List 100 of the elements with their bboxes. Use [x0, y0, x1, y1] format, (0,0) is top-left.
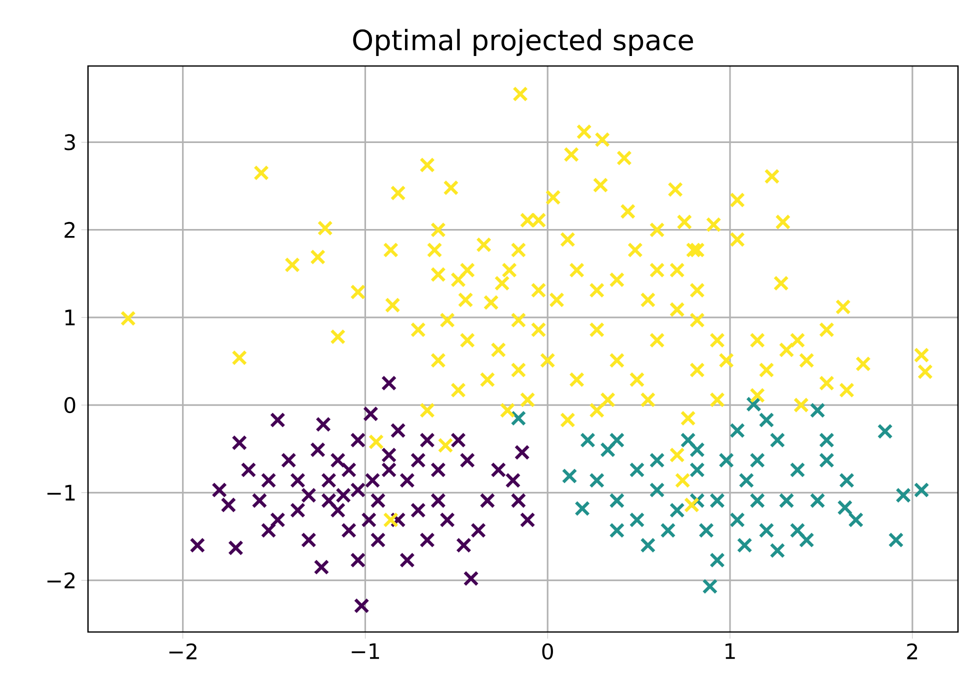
point — [669, 502, 685, 518]
point — [336, 488, 352, 504]
point — [609, 432, 625, 448]
point — [240, 462, 256, 478]
point — [362, 406, 378, 422]
point — [505, 472, 521, 488]
point — [896, 488, 912, 504]
point — [877, 424, 893, 440]
point — [778, 492, 794, 508]
point — [689, 462, 705, 478]
point — [463, 570, 479, 586]
point — [609, 522, 625, 538]
point — [730, 512, 746, 528]
point — [914, 482, 930, 498]
x-tick-label: 2 — [907, 643, 918, 660]
point — [770, 542, 786, 558]
point — [580, 432, 596, 448]
point — [710, 492, 725, 508]
point — [600, 442, 616, 458]
point — [790, 462, 806, 478]
point — [440, 512, 456, 528]
point — [252, 492, 268, 508]
point — [520, 512, 536, 528]
point — [430, 462, 446, 478]
point — [640, 538, 656, 553]
point — [680, 432, 696, 448]
point — [190, 538, 206, 553]
point — [420, 532, 435, 548]
y-tick-label: −1 — [47, 484, 75, 500]
point — [649, 482, 665, 498]
point — [490, 462, 506, 478]
point — [738, 472, 754, 488]
point — [430, 492, 446, 508]
point — [410, 502, 426, 518]
point — [818, 432, 834, 448]
point — [290, 472, 306, 488]
point — [574, 500, 590, 516]
point — [660, 522, 676, 538]
point — [649, 452, 665, 468]
point — [310, 442, 326, 458]
point — [456, 538, 472, 553]
point — [220, 497, 236, 513]
point — [290, 502, 306, 518]
point — [710, 552, 725, 568]
point — [750, 492, 766, 508]
point — [381, 462, 397, 478]
point — [818, 452, 834, 468]
x-tick-label: −2 — [169, 643, 196, 660]
point — [270, 412, 286, 428]
y-tick-label: 1 — [65, 310, 75, 326]
point — [798, 532, 814, 548]
point — [718, 452, 734, 468]
point — [260, 472, 276, 488]
point — [790, 522, 806, 538]
point — [510, 410, 526, 426]
y-tick-label: 2 — [64, 222, 74, 238]
point — [350, 432, 366, 448]
point — [350, 482, 366, 498]
point — [314, 559, 330, 575]
point — [260, 522, 276, 538]
point — [364, 472, 380, 488]
point — [839, 472, 854, 488]
point — [330, 502, 346, 518]
y-tick-label: 3 — [64, 134, 75, 150]
point — [270, 512, 286, 528]
point — [758, 522, 774, 538]
point — [888, 532, 904, 548]
point — [698, 522, 714, 538]
point — [212, 482, 228, 498]
chart-title: Optimal projected space — [353, 28, 693, 56]
point — [350, 552, 366, 568]
point — [470, 522, 486, 538]
point — [736, 538, 752, 553]
y-tick-label: 0 — [64, 396, 76, 414]
point — [300, 488, 316, 504]
point — [228, 540, 244, 556]
point — [370, 532, 386, 548]
point — [609, 492, 625, 508]
point — [399, 552, 415, 568]
point — [280, 452, 296, 468]
x-tick-label: 1 — [726, 643, 735, 659]
point — [730, 422, 746, 438]
x-tick-label: 0 — [542, 643, 553, 660]
point — [758, 412, 774, 428]
point — [689, 442, 705, 458]
point — [232, 435, 248, 450]
x-tick-label: −1 — [352, 643, 379, 659]
point — [480, 492, 496, 508]
point — [370, 492, 386, 508]
point — [460, 452, 476, 468]
point — [589, 472, 605, 488]
point — [629, 512, 645, 528]
point — [562, 468, 578, 484]
point — [381, 447, 397, 463]
point — [629, 462, 645, 478]
point — [321, 492, 336, 508]
y-tick-label: −2 — [47, 572, 74, 588]
point — [837, 500, 853, 516]
point — [330, 452, 346, 468]
point — [770, 432, 786, 448]
